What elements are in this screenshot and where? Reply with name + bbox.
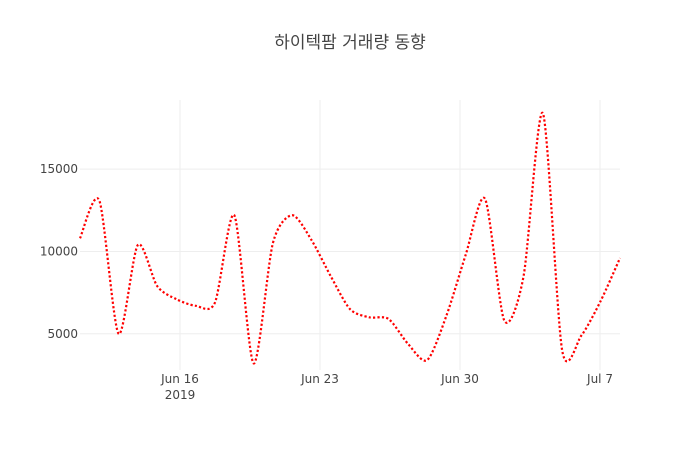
data-point[interactable]	[347, 306, 353, 312]
data-point[interactable]	[386, 316, 392, 322]
data-point[interactable]	[424, 357, 430, 363]
data-point[interactable]	[521, 273, 527, 279]
data-point[interactable]	[617, 255, 623, 261]
data-point[interactable]	[501, 318, 507, 324]
x-tick-label: Jun 16	[160, 372, 199, 386]
data-point[interactable]	[96, 197, 102, 203]
data-point[interactable]	[540, 110, 546, 116]
x-tick-label: Jul 7	[586, 372, 613, 386]
data-point[interactable]	[405, 341, 411, 347]
data-point[interactable]	[212, 300, 218, 306]
x-tick-sublabel: 2019	[165, 388, 196, 402]
chart-title: 하이텍팜 거래량 동향	[274, 33, 426, 53]
data-point[interactable]	[443, 313, 449, 319]
data-point[interactable]	[463, 252, 469, 258]
data-point[interactable]	[154, 283, 160, 289]
data-point[interactable]	[328, 273, 334, 279]
y-tick-label: 5000	[47, 327, 78, 341]
data-point[interactable]	[251, 360, 257, 366]
data-point[interactable]	[116, 331, 122, 337]
data-point[interactable]	[270, 240, 276, 246]
data-point[interactable]	[231, 212, 237, 218]
data-point[interactable]	[559, 347, 565, 353]
data-point[interactable]	[173, 296, 179, 302]
data-point[interactable]	[308, 237, 314, 243]
series-layer	[77, 110, 623, 366]
x-tick-label: Jun 23	[300, 372, 339, 386]
data-point[interactable]	[289, 212, 295, 218]
data-point[interactable]	[135, 242, 141, 248]
data-point[interactable]	[482, 196, 488, 202]
data-point[interactable]	[598, 298, 604, 304]
data-point[interactable]	[578, 332, 584, 338]
axes: Jun 16 2019 Jun 23 Jun 30 Jul 7 5000 10000 1500…	[40, 162, 613, 402]
y-tick-label: 10000	[40, 244, 78, 258]
gridlines	[80, 100, 620, 370]
data-point[interactable]	[193, 303, 199, 309]
x-tick-label: Jun 30	[440, 372, 479, 386]
series-line	[78, 112, 622, 365]
data-point[interactable]	[366, 314, 372, 320]
data-point[interactable]	[77, 235, 83, 241]
y-tick-label: 15000	[40, 162, 78, 176]
